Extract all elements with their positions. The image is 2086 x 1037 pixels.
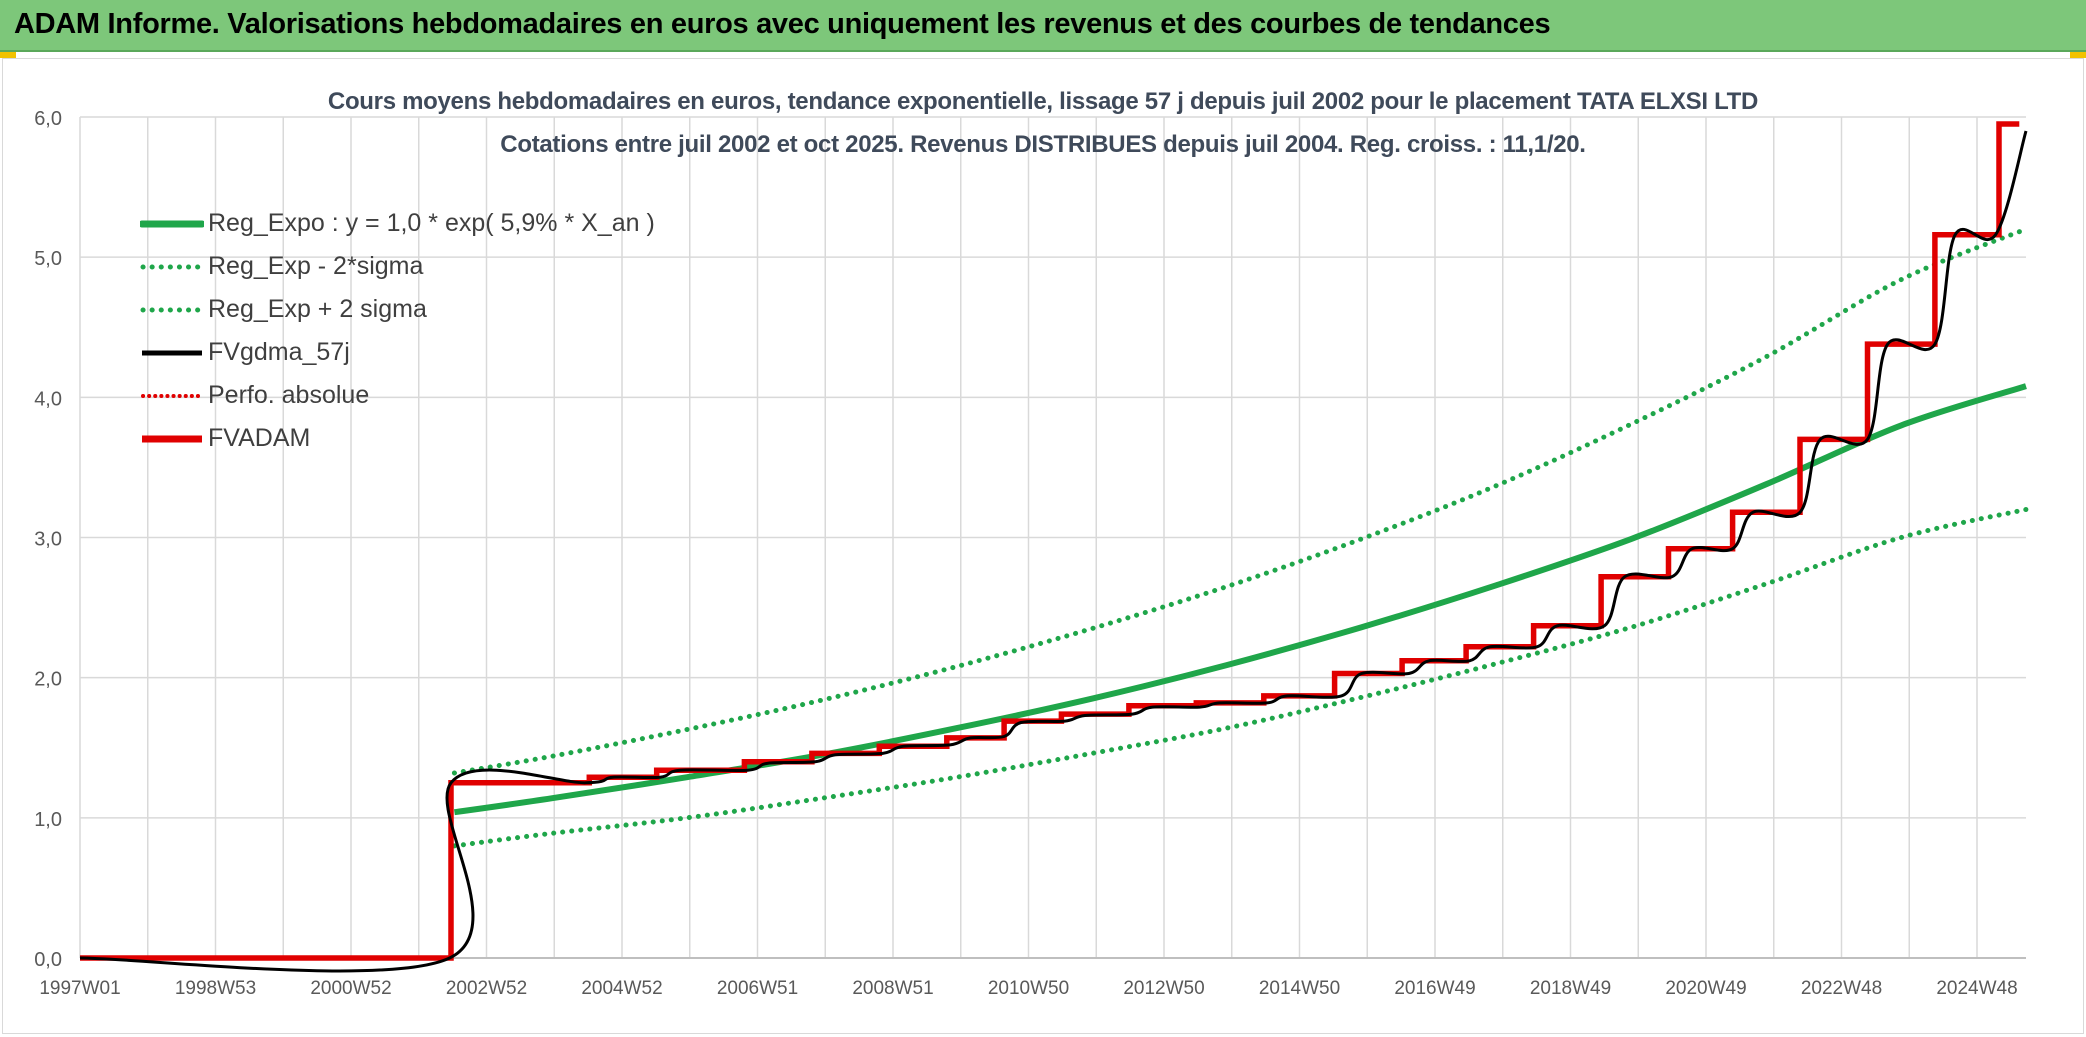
x-tick-label: 2000W52 (310, 978, 391, 999)
x-tick-label: 2024W48 (1936, 978, 2017, 999)
legend-swatch-reg-expo (140, 220, 204, 227)
legend-swatch-fvadam (142, 435, 202, 442)
x-tick-label: 2014W50 (1259, 978, 1340, 999)
legend-label-fvgdma: FVgdma_57j (208, 338, 350, 366)
x-tick-label: 2002W52 (446, 978, 527, 999)
y-tick-label: 2,0 (34, 669, 62, 691)
x-tick-label: 2016W49 (1394, 978, 1475, 999)
legend-item-reg-exp-plus: Reg_Exp + 2 sigma (140, 288, 655, 331)
y-tick-label: 0,0 (34, 949, 62, 971)
y-tick-label: 5,0 (34, 248, 62, 270)
series-fvadam (80, 121, 2020, 961)
x-tick-label: 1998W53 (175, 978, 256, 999)
x-tick-label: 2004W52 (581, 978, 662, 999)
legend-label-perfo: Perfo. absolue (208, 381, 370, 409)
chart-title-line-1: Cours moyens hebdomadaires en euros, ten… (327, 88, 1759, 115)
y-tick-label: 4,0 (34, 388, 62, 410)
series-fvgdma-57j (79, 130, 2028, 973)
chart-legend: Reg_Expo : y = 1,0 * exp( 5,9% * X_an ) … (140, 202, 655, 460)
legend-label-reg-exp-plus: Reg_Exp + 2 sigma (208, 295, 427, 323)
x-tick-label: 2006W51 (717, 978, 798, 999)
legend-swatch-reg-exp-plus (140, 307, 204, 312)
x-tick-label: 1997W01 (39, 978, 120, 999)
report-title: ADAM Informe. Valorisations hebdomadaire… (14, 8, 1551, 40)
legend-item-reg-expo: Reg_Expo : y = 1,0 * exp( 5,9% * X_an ) (140, 202, 655, 245)
legend-swatch-reg-exp-minus (140, 264, 204, 269)
legend-label-reg-expo: Reg_Expo : y = 1,0 * exp( 5,9% * X_an ) (208, 209, 655, 237)
legend-item-perfo: Perfo. absolue (140, 374, 655, 417)
corner-accent-right (2070, 52, 2086, 58)
legend-swatch-perfo (141, 393, 204, 398)
x-tick-label: 2020W49 (1665, 978, 1746, 999)
legend-item-fvgdma: FVgdma_57j (140, 331, 655, 374)
report-banner: ADAM Informe. Valorisations hebdomadaire… (0, 0, 2086, 52)
series-reg-expo (453, 383, 2027, 816)
legend-item-reg-exp-minus: Reg_Exp - 2*sigma (140, 245, 655, 288)
series-reg-exp-plus-2sigma (451, 226, 2029, 776)
y-tick-label: 1,0 (34, 809, 62, 831)
corner-accent-left (0, 52, 16, 58)
y-tick-label: 6,0 (34, 108, 62, 130)
chart-title-line-2: Cotations entre juil 2002 et oct 2025. R… (500, 131, 1586, 158)
x-tick-label: 2022W48 (1801, 978, 1882, 999)
x-tick-label: 2008W51 (852, 978, 933, 999)
legend-label-fvadam: FVADAM (208, 424, 311, 452)
x-tick-label: 2012W50 (1123, 978, 1204, 999)
series-reg-exp-minus-2sigma (451, 507, 2029, 849)
y-tick-label: 3,0 (34, 529, 62, 551)
legend-label-reg-exp-minus: Reg_Exp - 2*sigma (208, 252, 424, 280)
legend-item-fvadam: FVADAM (140, 417, 655, 460)
legend-swatch-fvgdma (142, 350, 202, 355)
x-tick-label: 2018W49 (1530, 978, 1611, 999)
x-tick-label: 2010W50 (988, 978, 1069, 999)
